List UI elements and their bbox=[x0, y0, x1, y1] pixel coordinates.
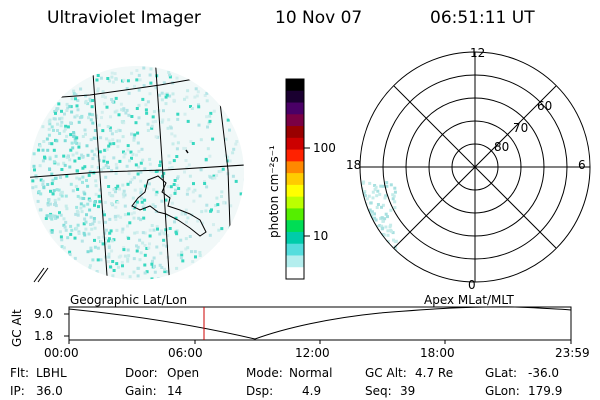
colorbar-swatch bbox=[286, 114, 304, 127]
status-dsp-value: 4.9 bbox=[302, 384, 322, 398]
colorbar-swatch bbox=[286, 126, 304, 139]
status-seq-value: 39 bbox=[400, 384, 416, 398]
colorbar-swatch bbox=[286, 137, 304, 151]
colorbar-swatch bbox=[286, 79, 304, 92]
alt-ylabel: GC Alt bbox=[10, 309, 24, 347]
polar-grid bbox=[359, 51, 591, 283]
time-label: 06:51:11 UT bbox=[430, 8, 535, 28]
status-flt-value: LBHL bbox=[36, 366, 67, 380]
status-glat-label: GLat: bbox=[485, 366, 518, 380]
colorbar-swatch bbox=[286, 220, 304, 233]
alt-xtick-1800: 18:00 bbox=[420, 346, 455, 360]
colorbar-swatch bbox=[286, 231, 304, 245]
polar-label-18: 18 bbox=[346, 158, 362, 172]
geo-panel-label: Geographic Lat/Lon bbox=[70, 293, 188, 307]
colorbar-swatch bbox=[286, 196, 304, 209]
colorbar-swatch bbox=[286, 267, 304, 280]
status-glat-value: -36.0 bbox=[528, 366, 560, 380]
colorbar-unit-label: photon cm⁻²s⁻¹ bbox=[267, 145, 281, 238]
status-ip-value: 36.0 bbox=[36, 384, 63, 398]
geo-image-disk bbox=[30, 66, 244, 283]
polar-lat-70: 70 bbox=[513, 121, 529, 135]
altitude-plot bbox=[64, 306, 572, 344]
colorbar-swatch bbox=[286, 102, 304, 115]
alt-xtick-0600: 06:00 bbox=[168, 346, 203, 360]
polar-lat-60: 60 bbox=[537, 99, 553, 113]
colorbar-swatch bbox=[286, 184, 304, 198]
apex-panel-label: Apex MLat/MLT bbox=[424, 293, 514, 307]
colorbar bbox=[285, 78, 310, 280]
polar-label-0: 0 bbox=[468, 278, 476, 292]
status-gcalt-value: 4.7 Re bbox=[415, 366, 454, 380]
colorbar-swatch bbox=[286, 243, 304, 256]
alt-ytick-1-8: 1.8 bbox=[34, 329, 54, 343]
colorbar-swatch bbox=[286, 149, 304, 162]
status-door-value: Open bbox=[167, 366, 200, 380]
status-gain-label: Gain: bbox=[125, 384, 157, 398]
status-gain-value: 14 bbox=[167, 384, 183, 398]
alt-ytick-9: 9.0 bbox=[34, 307, 54, 321]
instrument-title: Ultraviolet Imager bbox=[47, 8, 201, 28]
status-glon-value: 179.9 bbox=[528, 384, 563, 398]
status-dsp-label: Dsp: bbox=[246, 384, 274, 398]
polar-label-6: 6 bbox=[578, 158, 586, 172]
status-ip-label: IP: bbox=[10, 384, 25, 398]
polar-label-12: 12 bbox=[470, 46, 486, 60]
status-glon-label: GLon: bbox=[485, 384, 520, 398]
colorbar-swatch bbox=[286, 90, 304, 104]
colorbar-swatch bbox=[286, 161, 304, 174]
colorbar-tick-10: 10 bbox=[313, 229, 329, 243]
coastline-outline bbox=[131, 175, 207, 237]
altitude-curve bbox=[68, 306, 572, 340]
status-mode-label: Mode: bbox=[246, 366, 283, 380]
polar-lat-80: 80 bbox=[494, 140, 510, 154]
status-flt-label: Flt: bbox=[10, 366, 29, 380]
colorbar-swatch bbox=[286, 173, 304, 186]
status-gcalt-label: GC Alt: bbox=[365, 366, 407, 380]
colorbar-swatch bbox=[286, 208, 304, 221]
alt-xtick-2359: 23:59 bbox=[555, 346, 590, 360]
direction-arrow-icon bbox=[33, 267, 49, 283]
colorbar-swatch bbox=[286, 255, 304, 268]
polar-plot bbox=[359, 51, 591, 283]
alt-xtick-0000: 00:00 bbox=[44, 346, 79, 360]
status-mode-value: Normal bbox=[289, 366, 333, 380]
colorbar-tick-100: 100 bbox=[313, 141, 336, 155]
date-label: 10 Nov 07 bbox=[275, 8, 363, 28]
status-door-label: Door: bbox=[125, 366, 158, 380]
alt-xtick-1200: 12:00 bbox=[295, 346, 330, 360]
status-seq-label: Seq: bbox=[365, 384, 392, 398]
